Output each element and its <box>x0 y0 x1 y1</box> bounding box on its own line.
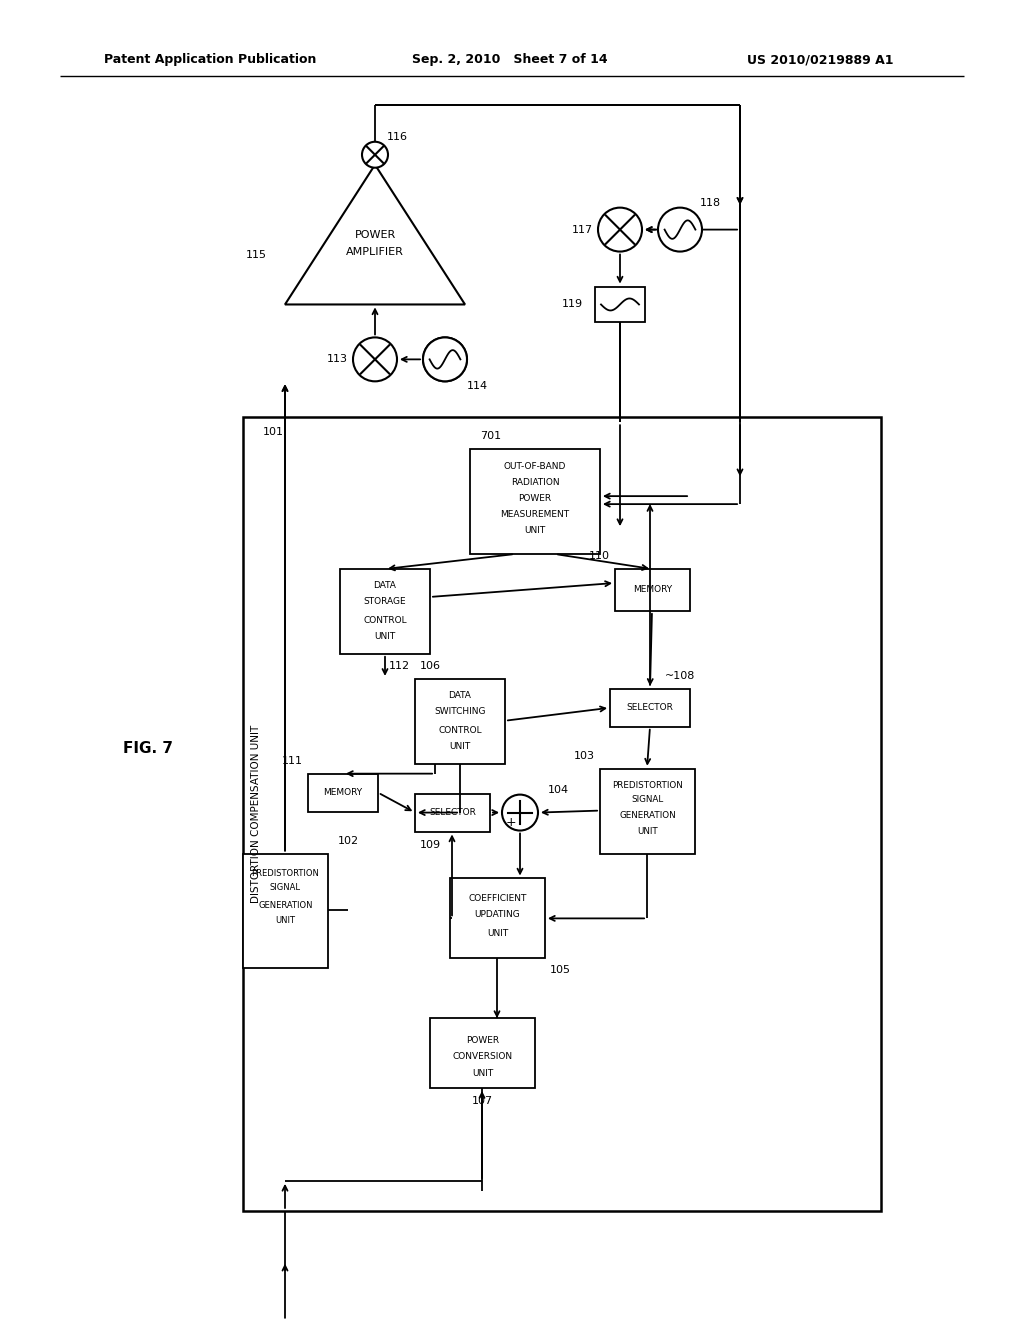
Circle shape <box>353 338 397 381</box>
Text: UNIT: UNIT <box>275 916 296 925</box>
Circle shape <box>362 141 388 168</box>
Text: UNIT: UNIT <box>486 929 508 939</box>
Text: DISTORTION COMPENSATION UNIT: DISTORTION COMPENSATION UNIT <box>251 725 261 903</box>
Text: SELECTOR: SELECTOR <box>627 704 674 713</box>
Bar <box>415 793 490 832</box>
Bar <box>415 678 505 764</box>
Text: UNIT: UNIT <box>450 742 471 751</box>
Text: CONVERSION: CONVERSION <box>453 1052 513 1061</box>
Bar <box>600 768 695 854</box>
Text: FIG. 7: FIG. 7 <box>123 742 173 756</box>
Text: COEFFICIENT: COEFFICIENT <box>468 894 526 903</box>
Text: US 2010/0219889 A1: US 2010/0219889 A1 <box>746 53 893 66</box>
Text: DATA: DATA <box>374 582 396 590</box>
Text: 111: 111 <box>282 755 303 766</box>
Bar <box>430 1018 535 1088</box>
Text: PREDISTORTION: PREDISTORTION <box>252 869 319 878</box>
Text: MEASUREMENT: MEASUREMENT <box>501 510 569 519</box>
Text: 114: 114 <box>467 381 487 391</box>
Text: SELECTOR: SELECTOR <box>429 808 476 817</box>
Circle shape <box>658 207 702 252</box>
Text: 102: 102 <box>338 836 359 846</box>
Bar <box>450 879 545 958</box>
Text: 115: 115 <box>246 249 267 260</box>
Text: UNIT: UNIT <box>637 828 657 836</box>
Text: PREDISTORTION: PREDISTORTION <box>612 781 683 791</box>
Text: +: + <box>506 816 516 829</box>
Text: CONTROL: CONTROL <box>364 616 407 626</box>
Text: DATA: DATA <box>449 692 471 701</box>
Text: UPDATING: UPDATING <box>475 909 520 919</box>
Text: MEMORY: MEMORY <box>633 586 672 594</box>
Text: UNIT: UNIT <box>375 632 395 642</box>
Text: Patent Application Publication: Patent Application Publication <box>103 53 316 66</box>
Text: 106: 106 <box>420 661 441 671</box>
Text: SIGNAL: SIGNAL <box>632 795 664 804</box>
Text: 101: 101 <box>263 428 284 437</box>
Text: MEMORY: MEMORY <box>324 788 362 797</box>
Text: ~108: ~108 <box>665 671 695 681</box>
Text: UNIT: UNIT <box>472 1069 494 1077</box>
Text: POWER: POWER <box>466 1036 499 1044</box>
Text: STORAGE: STORAGE <box>364 598 407 606</box>
Text: SWITCHING: SWITCHING <box>434 708 485 717</box>
Text: POWER: POWER <box>354 230 395 240</box>
Text: -: - <box>527 805 532 820</box>
Text: RADIATION: RADIATION <box>511 478 559 487</box>
Text: 107: 107 <box>472 1096 494 1106</box>
Text: 109: 109 <box>420 840 441 850</box>
Bar <box>615 569 690 611</box>
Text: CONTROL: CONTROL <box>438 726 482 735</box>
Circle shape <box>423 338 467 381</box>
Bar <box>610 689 690 727</box>
Text: 103: 103 <box>574 751 595 760</box>
Text: 118: 118 <box>699 198 721 207</box>
Text: 104: 104 <box>548 784 569 795</box>
Bar <box>470 449 600 554</box>
Bar <box>243 417 881 1210</box>
Text: 116: 116 <box>386 132 408 141</box>
Circle shape <box>502 795 538 830</box>
Text: 105: 105 <box>550 965 571 975</box>
Text: AMPLIFIER: AMPLIFIER <box>346 247 403 256</box>
Circle shape <box>423 338 467 381</box>
Text: GENERATION: GENERATION <box>620 810 676 820</box>
Text: SIGNAL: SIGNAL <box>270 883 301 892</box>
Text: GENERATION: GENERATION <box>258 902 312 909</box>
Text: OUT-OF-BAND: OUT-OF-BAND <box>504 462 566 471</box>
Circle shape <box>598 207 642 252</box>
Bar <box>595 288 645 322</box>
Text: 701: 701 <box>480 432 501 441</box>
Text: POWER: POWER <box>518 494 552 503</box>
Text: 117: 117 <box>571 224 593 235</box>
Bar <box>308 774 378 812</box>
Text: 110: 110 <box>589 550 610 561</box>
Text: Sep. 2, 2010   Sheet 7 of 14: Sep. 2, 2010 Sheet 7 of 14 <box>413 53 608 66</box>
Text: 112: 112 <box>389 661 410 671</box>
Text: UNIT: UNIT <box>524 525 546 535</box>
Text: 113: 113 <box>327 354 347 364</box>
Bar <box>243 854 328 969</box>
Text: 119: 119 <box>562 300 583 309</box>
Bar <box>340 569 430 653</box>
